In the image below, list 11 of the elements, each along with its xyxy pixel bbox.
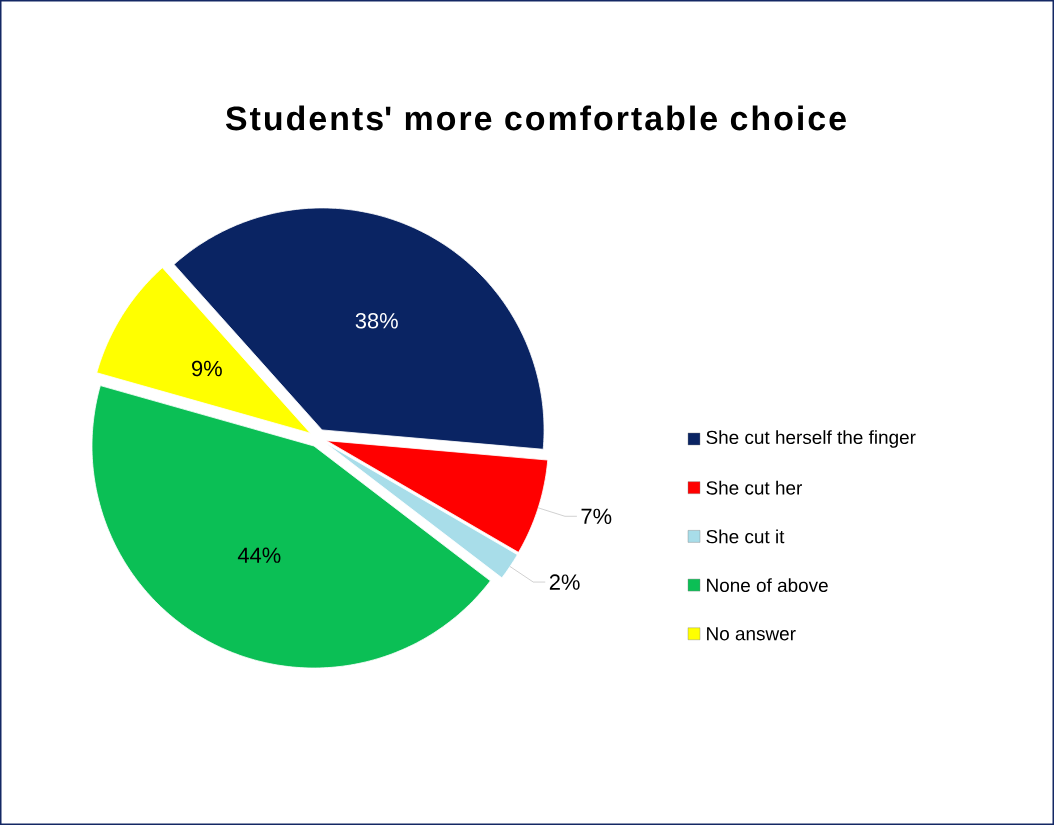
legend-label: None of above bbox=[707, 578, 828, 593]
data-label: 38% bbox=[355, 312, 398, 329]
chart-title: Students' more comfortable choice bbox=[225, 105, 846, 131]
data-label: 9% bbox=[192, 360, 222, 377]
data-label: 44% bbox=[237, 547, 281, 563]
data-label: 7% bbox=[581, 508, 612, 524]
legend-label: She cut herself the finger bbox=[706, 430, 916, 448]
data-label: 2% bbox=[549, 574, 580, 590]
legend-label: She cut it bbox=[706, 529, 785, 544]
legend-label: She cut her bbox=[706, 480, 802, 495]
legend-label: No answer bbox=[707, 627, 796, 641]
